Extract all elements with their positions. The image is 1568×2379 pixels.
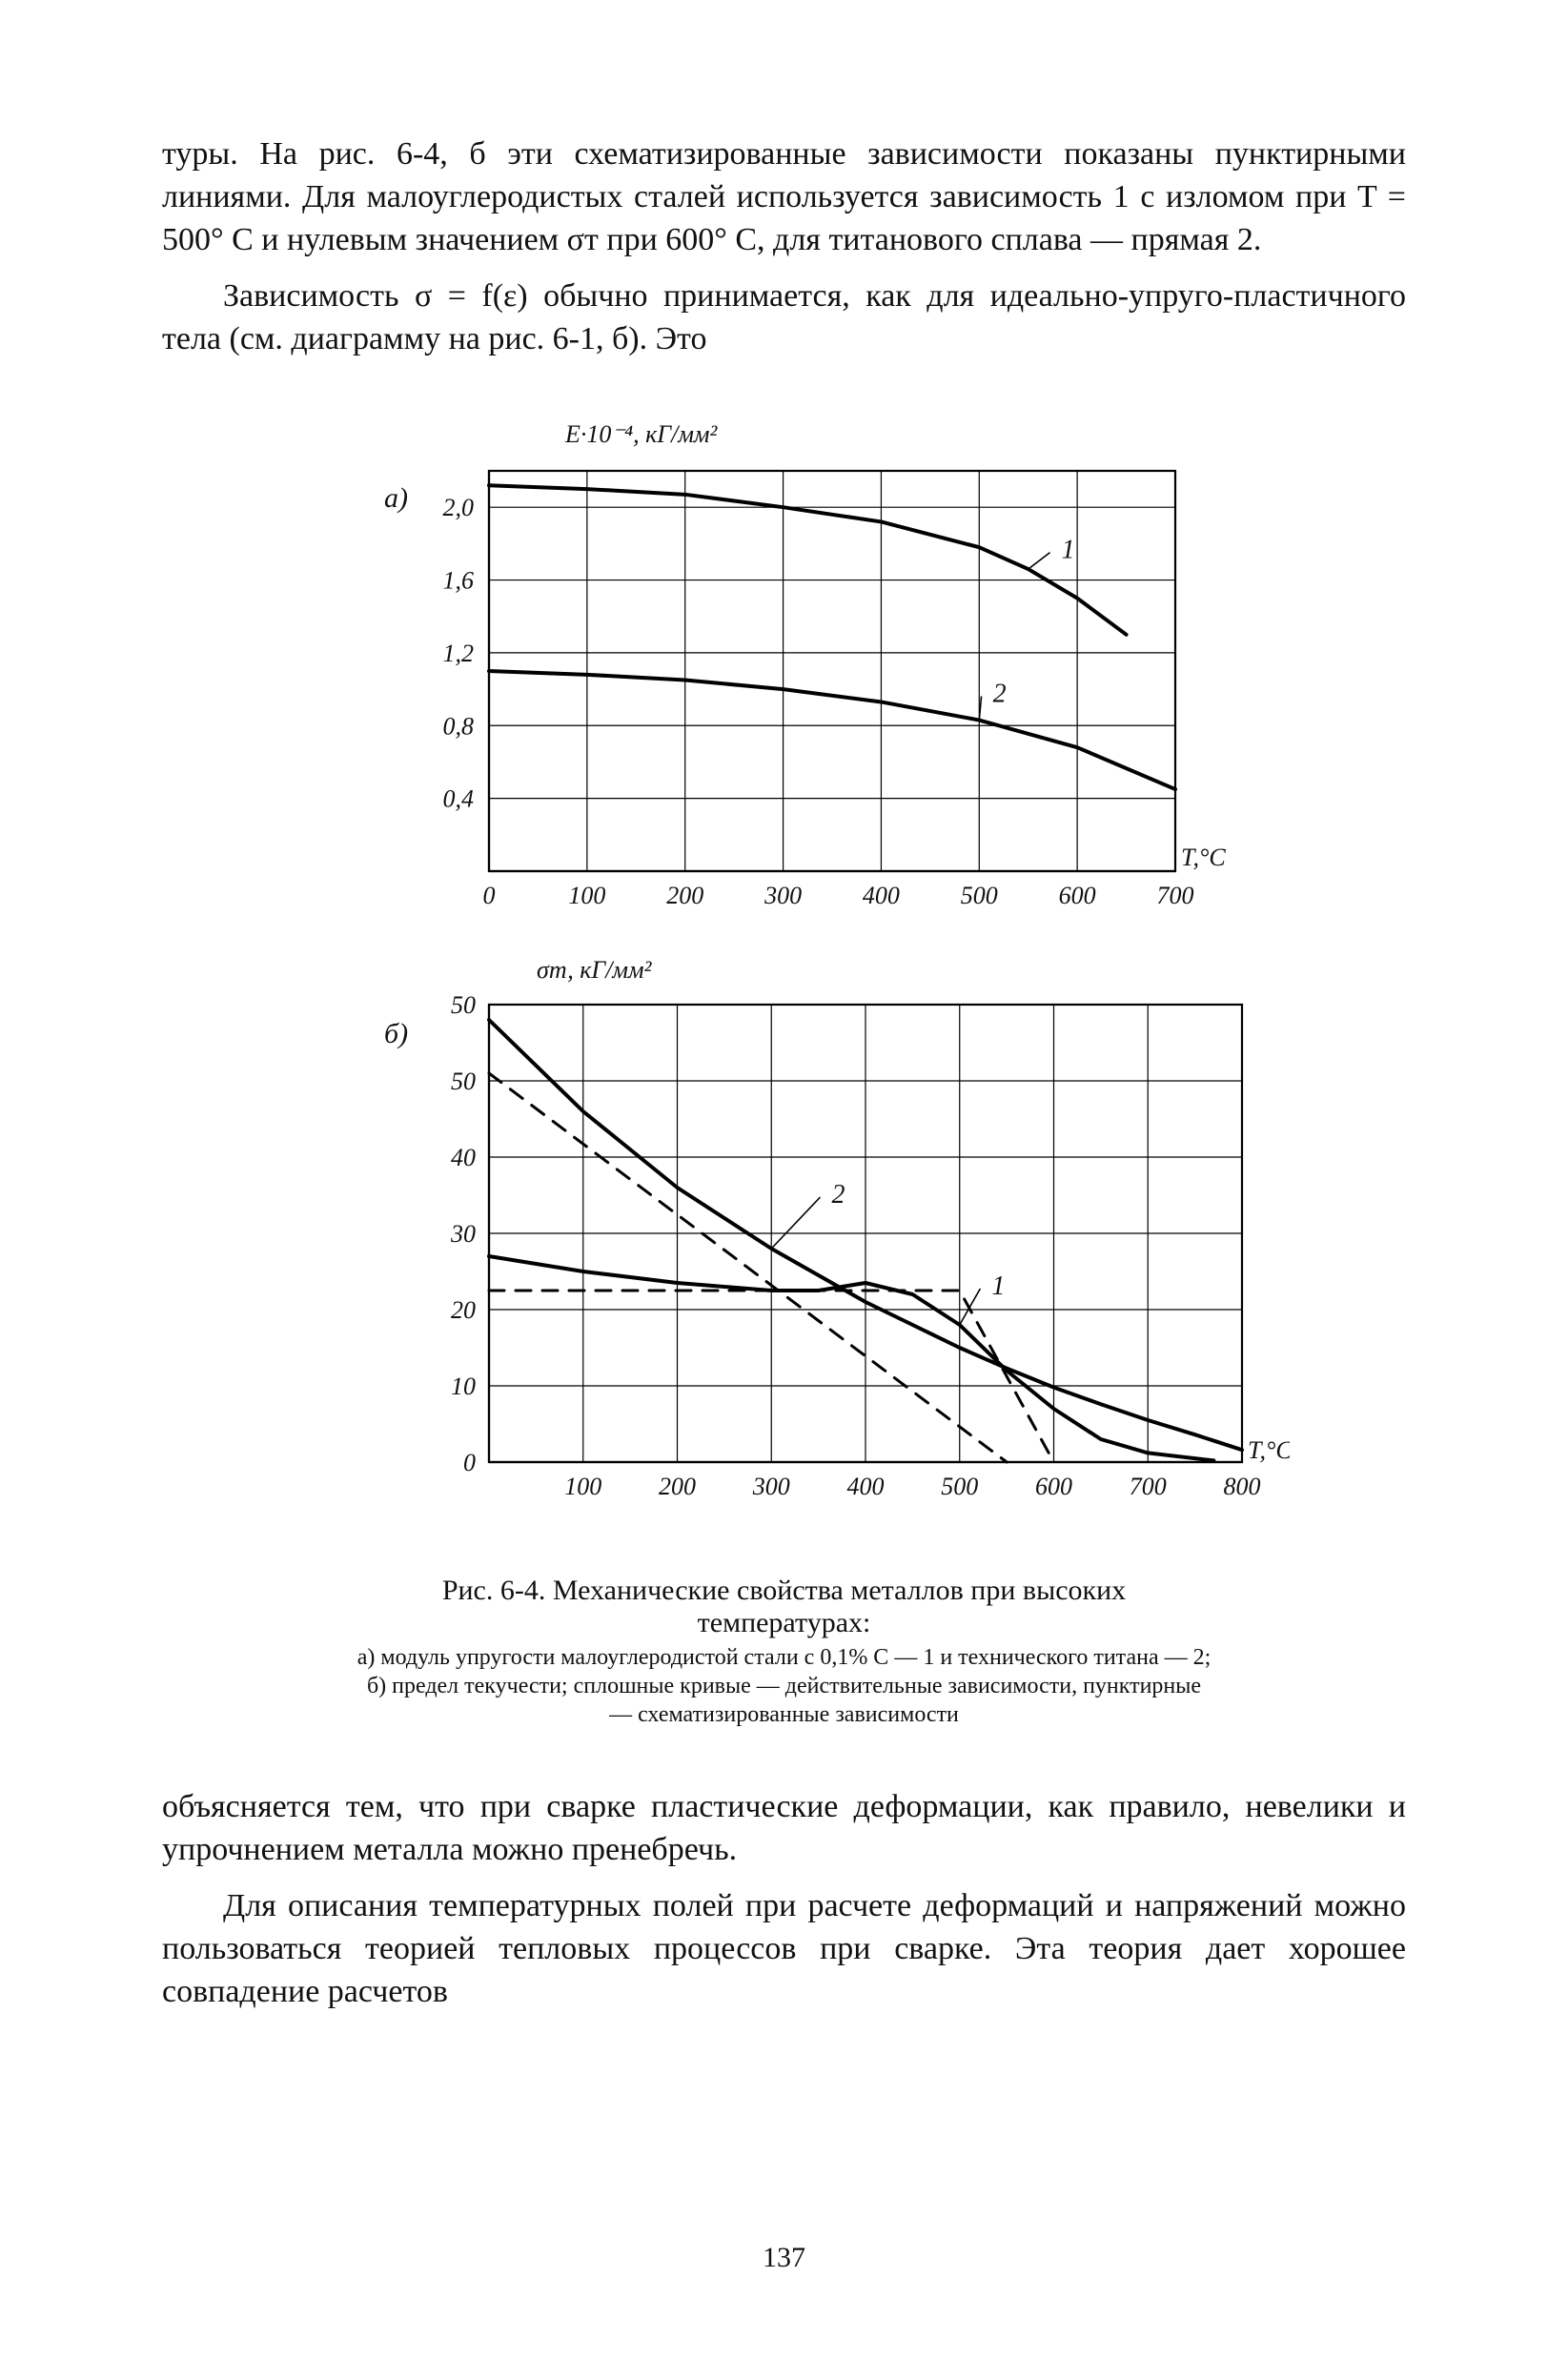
panel-a-curve-2 (489, 671, 1175, 789)
svg-text:500: 500 (960, 882, 997, 909)
svg-text:20: 20 (451, 1296, 476, 1324)
svg-text:100: 100 (568, 882, 605, 909)
panel-b-curve-1-label: 1 (991, 1271, 1005, 1301)
svg-text:100: 100 (564, 1473, 601, 1500)
panel-a-curve-1-label: 1 (1061, 536, 1074, 565)
panel-a-xaxis-title: T,°C (1181, 844, 1226, 871)
svg-text:10: 10 (451, 1372, 476, 1400)
svg-text:0,4: 0,4 (442, 785, 474, 813)
svg-text:400: 400 (846, 1473, 884, 1500)
svg-text:200: 200 (659, 1473, 696, 1500)
svg-text:400: 400 (862, 882, 899, 909)
paragraph-1: туры. На рис. 6-4, б эти схематизированн… (162, 133, 1406, 262)
svg-text:0: 0 (463, 1449, 476, 1476)
svg-text:200: 200 (666, 882, 703, 909)
svg-text:500: 500 (941, 1473, 978, 1500)
paragraph-2: Зависимость σ = f(ε) обычно принимается,… (162, 275, 1406, 361)
svg-text:40: 40 (451, 1144, 476, 1171)
panel-a-label: а) (384, 482, 408, 514)
para4-text: Для описания температурных полей при рас… (162, 1888, 1406, 2009)
svg-text:30: 30 (450, 1220, 476, 1248)
panel-b-xaxis-title: T,°C (1248, 1436, 1290, 1464)
svg-text:1,2: 1,2 (442, 640, 474, 667)
svg-text:50: 50 (451, 991, 476, 1019)
svg-text:1,6: 1,6 (442, 567, 474, 595)
page-number: 137 (0, 2242, 1568, 2274)
svg-text:2,0: 2,0 (442, 495, 474, 522)
svg-text:600: 600 (1058, 882, 1095, 909)
panel-a-yaxis-title: E·10⁻⁴, кГ/мм² (564, 420, 719, 448)
paragraph-4: Для описания температурных полей при рас… (162, 1885, 1406, 2014)
panel-b-curve-2-label: 2 (831, 1180, 845, 1210)
panel-a-curve-2-label: 2 (992, 680, 1006, 709)
panel-b-yaxis-title: σт, кГ/мм² (537, 956, 653, 984)
figure-6-4: E·10⁻⁴, кГ/мм²а)0100200300400500600700T,… (162, 395, 1406, 1729)
panel-b-curve-1 (489, 1256, 1213, 1460)
para2-text: Зависимость σ = f(ε) обычно принимается,… (162, 278, 1406, 356)
paragraph-3: объясняется тем, что при сварке пластиче… (162, 1786, 1406, 1872)
svg-text:600: 600 (1035, 1473, 1072, 1500)
svg-text:50: 50 (451, 1068, 476, 1095)
svg-text:700: 700 (1129, 1473, 1166, 1500)
svg-text:300: 300 (764, 882, 802, 909)
svg-text:300: 300 (751, 1473, 789, 1500)
figure-svg: E·10⁻⁴, кГ/мм²а)0100200300400500600700T,… (279, 395, 1290, 1557)
svg-text:700: 700 (1156, 882, 1193, 909)
panel-b-label: б) (384, 1018, 408, 1049)
para3-text: объясняется тем, что при сварке пластиче… (162, 1789, 1406, 1867)
svg-text:800: 800 (1223, 1473, 1260, 1500)
figure-caption: Рис. 6-4. Механические свойства металлов… (356, 1575, 1213, 1639)
svg-text:0,8: 0,8 (442, 713, 474, 741)
figure-subcaption: а) модуль упругости малоуглеродистой ста… (356, 1643, 1213, 1729)
svg-text:0: 0 (482, 882, 495, 909)
para1-text: туры. На рис. 6-4, б эти схематизированн… (162, 136, 1406, 257)
